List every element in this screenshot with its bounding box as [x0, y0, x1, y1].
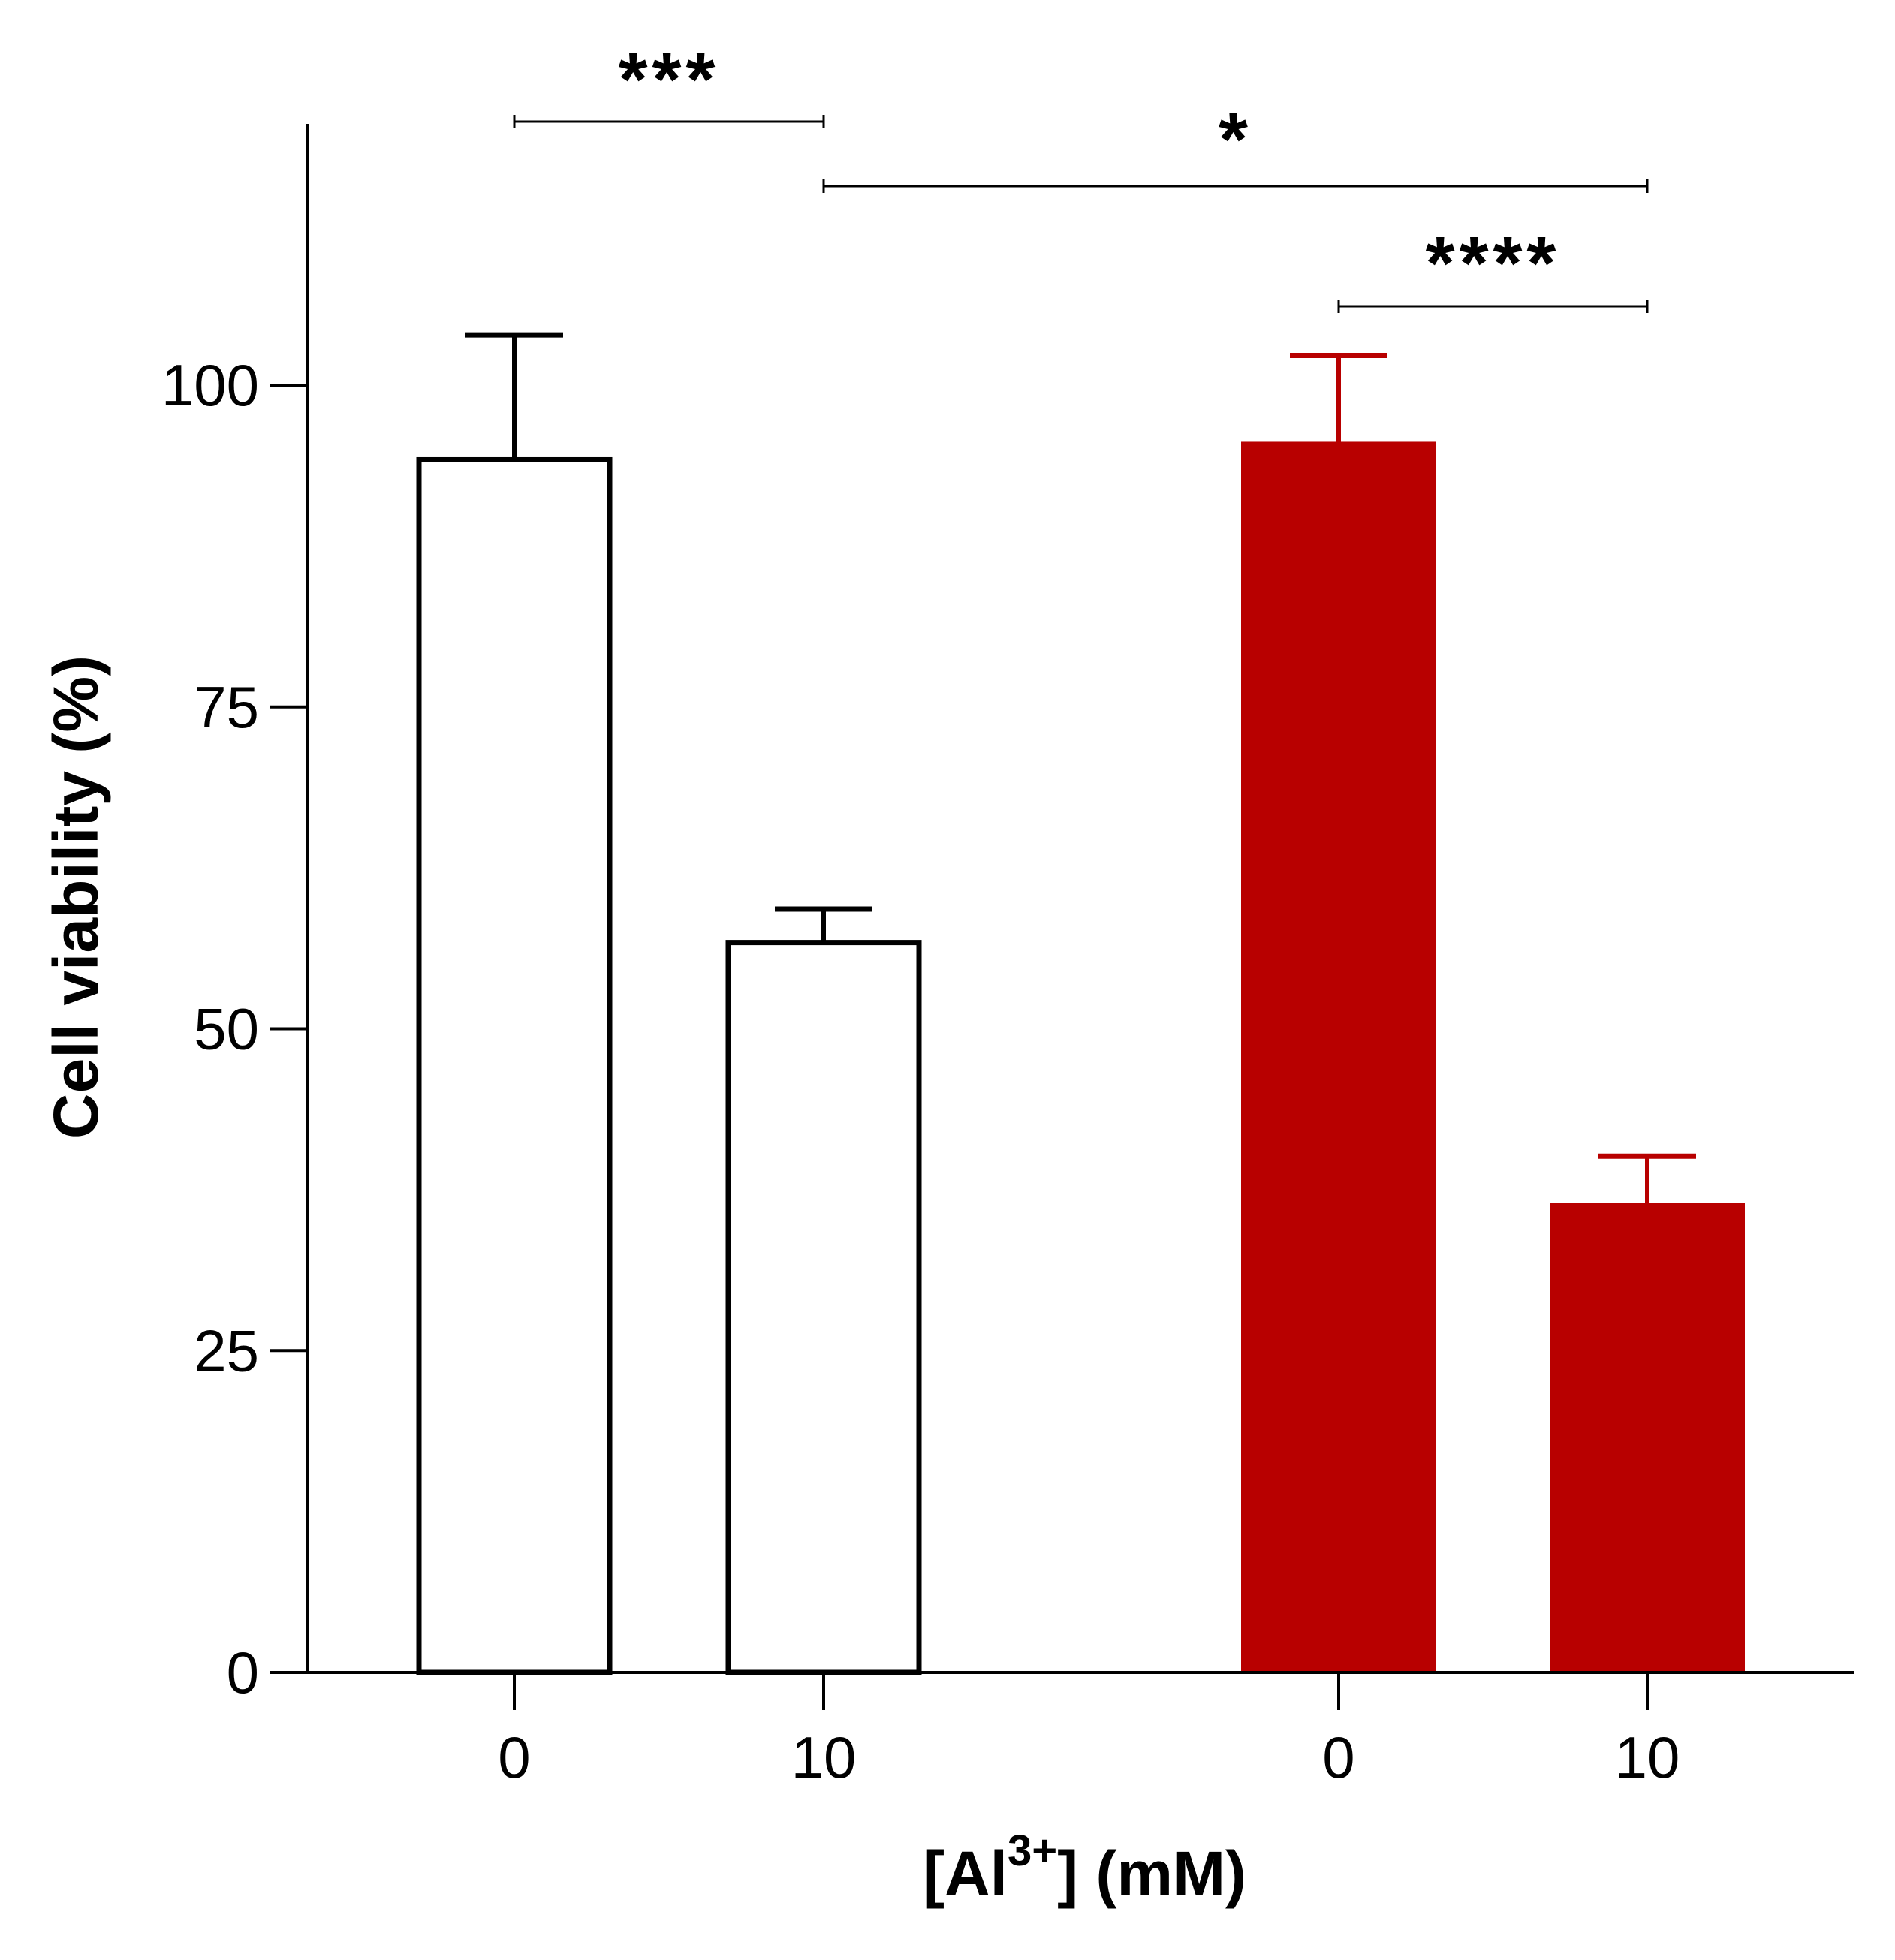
- x-tick-label-3: 10: [1615, 1724, 1680, 1790]
- y-tick-label-1: 25: [194, 1317, 259, 1383]
- y-tick-label-0: 0: [227, 1639, 259, 1706]
- significance-layer: ********: [513, 38, 1649, 313]
- bar-2: [1241, 441, 1436, 1673]
- bar-3: [1550, 1203, 1745, 1672]
- bar-1: [725, 940, 922, 1675]
- x-axis-title-superscript: 3+: [1008, 1826, 1057, 1875]
- x-axis-title-suffix: ] (mM): [1057, 1838, 1246, 1909]
- y-tick-label-4: 100: [161, 352, 259, 418]
- y-axis-title: Cell viability (%): [41, 655, 111, 1139]
- significance-label-2: ****: [1426, 221, 1561, 306]
- significance-label-0: ***: [619, 38, 720, 122]
- x-tick-label-2: 0: [1322, 1724, 1354, 1790]
- x-tick-label-1: 10: [791, 1724, 857, 1790]
- y-tick-label-3: 75: [194, 674, 259, 740]
- x-tick-label-0: 0: [498, 1724, 530, 1790]
- x-axis-title: [Al3+] (mM): [923, 1826, 1246, 1909]
- error-bars-layer: [465, 332, 1696, 1203]
- y-tick-label-2: 50: [194, 996, 259, 1062]
- axes-layer: [270, 124, 1854, 1674]
- bars-layer: [416, 441, 1745, 1675]
- x-axis-title-prefix: [Al: [923, 1838, 1008, 1909]
- significance-label-1: *: [1219, 98, 1252, 182]
- bar-0: [416, 456, 613, 1675]
